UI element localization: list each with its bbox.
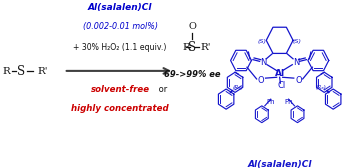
Text: N: N [293, 58, 299, 67]
Text: Al(salalen)Cl: Al(salalen)Cl [88, 3, 152, 12]
Text: 69->99% ee: 69->99% ee [164, 70, 221, 79]
Text: R: R [183, 43, 190, 52]
Text: (S): (S) [293, 39, 302, 45]
Text: O: O [296, 76, 302, 85]
Text: Al(salalen)Cl: Al(salalen)Cl [247, 160, 312, 168]
Text: + 30% H₂O₂ (1.1 equiv.): + 30% H₂O₂ (1.1 equiv.) [73, 43, 167, 52]
Text: (Rₐ): (Rₐ) [233, 85, 244, 90]
Text: (0.002-0.01 mol%): (0.002-0.01 mol%) [82, 22, 158, 31]
Text: R': R' [37, 67, 48, 76]
Text: S: S [188, 41, 196, 54]
Text: R: R [2, 67, 10, 76]
Text: N: N [260, 58, 267, 67]
Text: Ph: Ph [284, 99, 293, 106]
Text: Al: Al [275, 69, 285, 78]
Text: highly concentrated: highly concentrated [71, 104, 169, 113]
Text: (Rₐ): (Rₐ) [316, 85, 327, 90]
Text: O: O [257, 76, 264, 85]
Text: solvent-free: solvent-free [90, 85, 150, 94]
Text: S: S [17, 65, 25, 78]
Text: Cl: Cl [277, 81, 285, 90]
Text: Ph: Ph [267, 99, 275, 106]
Text: R': R' [201, 43, 211, 52]
Text: (S): (S) [257, 39, 266, 45]
Text: O: O [188, 22, 196, 31]
Text: or: or [156, 85, 167, 94]
